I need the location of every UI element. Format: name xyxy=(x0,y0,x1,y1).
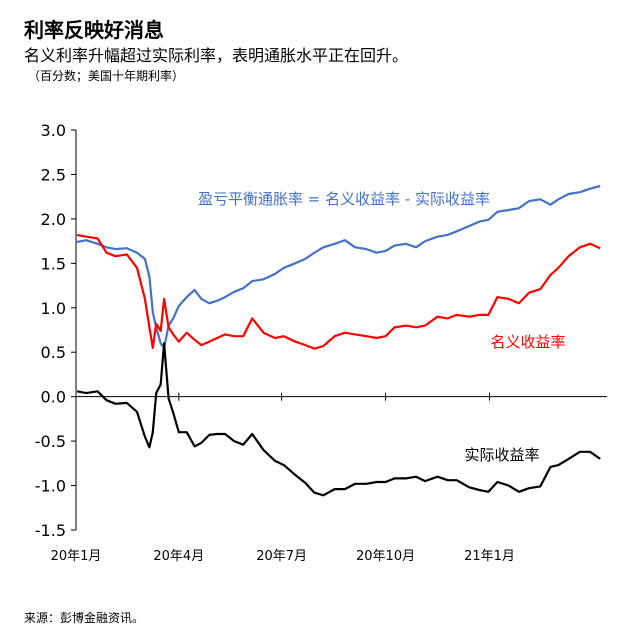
series-label-nominal: 名义收益率 xyxy=(490,333,565,351)
unit-note: （百分数；美国十年期利率） xyxy=(28,69,185,83)
y-tick-label: -1.0 xyxy=(35,477,66,496)
chart-subtitle: 名义利率升幅超过实际利率，表明通胀水平正在回升。 xyxy=(24,46,409,65)
series-line-nominal xyxy=(76,233,601,350)
y-tick-label: -1.5 xyxy=(35,521,66,540)
series-line-real xyxy=(76,342,601,497)
series-label-real: 实际收益率 xyxy=(464,446,539,464)
y-tick-label: 3.0 xyxy=(41,121,66,140)
x-tick-label: 20年7月 xyxy=(256,549,307,564)
y-tick-label: -0.5 xyxy=(35,432,66,451)
x-tick-label: 20年10月 xyxy=(356,549,415,564)
x-tick-label: 20年1月 xyxy=(51,549,102,564)
source-note: 来源：彭博金融资讯。 xyxy=(24,611,145,625)
y-tick-label: 0.0 xyxy=(41,388,66,407)
y-tick-label: 1.5 xyxy=(41,254,66,273)
axes: 3.0 2.5 2.0 1.5 1.0 0.5 0.0 -0.5 -1.0 -1.5 20年1月 20… xyxy=(35,121,607,564)
series-layer xyxy=(76,184,601,497)
y-tick-label: 2.5 xyxy=(41,165,66,184)
series-label-breakeven: 盈亏平衡通胀率 = 名义收益率 - 实际收益率 xyxy=(198,190,490,208)
chart-title: 利率反映好消息 xyxy=(24,18,164,42)
x-tick-label: 20年4月 xyxy=(153,549,204,564)
y-tick-label: 2.0 xyxy=(41,210,66,229)
y-tick-label: 0.5 xyxy=(41,343,66,362)
line-chart: 3.0 2.5 2.0 1.5 1.0 0.5 0.0 -0.5 -1.0 -1.5 20年1月 20… xyxy=(35,121,607,564)
y-tick-label: 1.0 xyxy=(41,299,66,318)
x-tick-label: 21年1月 xyxy=(464,549,515,564)
series-line-breakeven xyxy=(76,184,601,349)
